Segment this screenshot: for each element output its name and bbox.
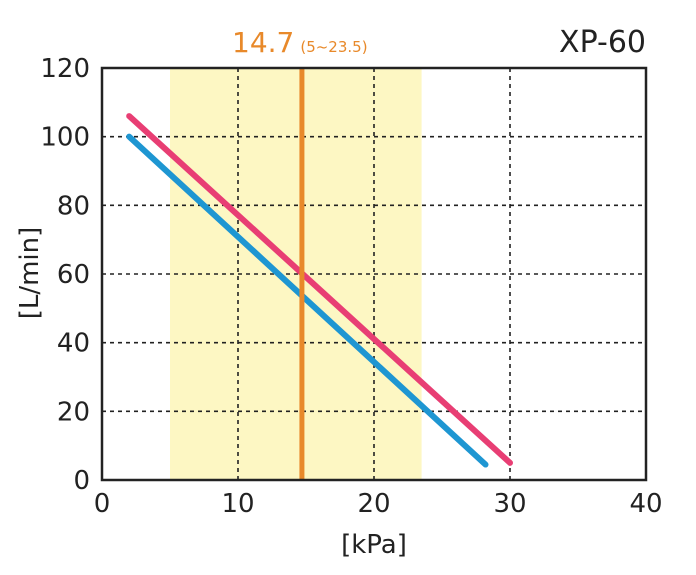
rated-range: (5~23.5) [300, 38, 367, 56]
y-tick-label: 40 [57, 329, 90, 359]
y-tick-label: 100 [40, 123, 90, 153]
x-tick-label: 0 [94, 489, 111, 519]
y-axis-label: [L/min] [15, 227, 45, 320]
x-tick-label: 30 [493, 489, 526, 519]
series-line-2 [126, 133, 489, 468]
y-tick-label: 80 [57, 191, 90, 221]
y-tick-label: 120 [40, 54, 90, 84]
rated-value: 14.7 [232, 26, 294, 59]
series-line-1 [126, 113, 513, 466]
plot-frame [100, 66, 648, 482]
x-tick-label: 10 [221, 489, 254, 519]
y-tick-label: 60 [57, 260, 90, 290]
x-axis-label: [kPa] [341, 530, 407, 560]
x-tick-label: 40 [629, 489, 662, 519]
x-tick-label: 20 [357, 489, 390, 519]
chart-title: XP-60 [559, 25, 646, 60]
y-tick-label: 20 [57, 397, 90, 427]
rated-value-label: 14.7 (5~23.5) [232, 26, 368, 59]
y-tick-label: 0 [73, 466, 90, 496]
